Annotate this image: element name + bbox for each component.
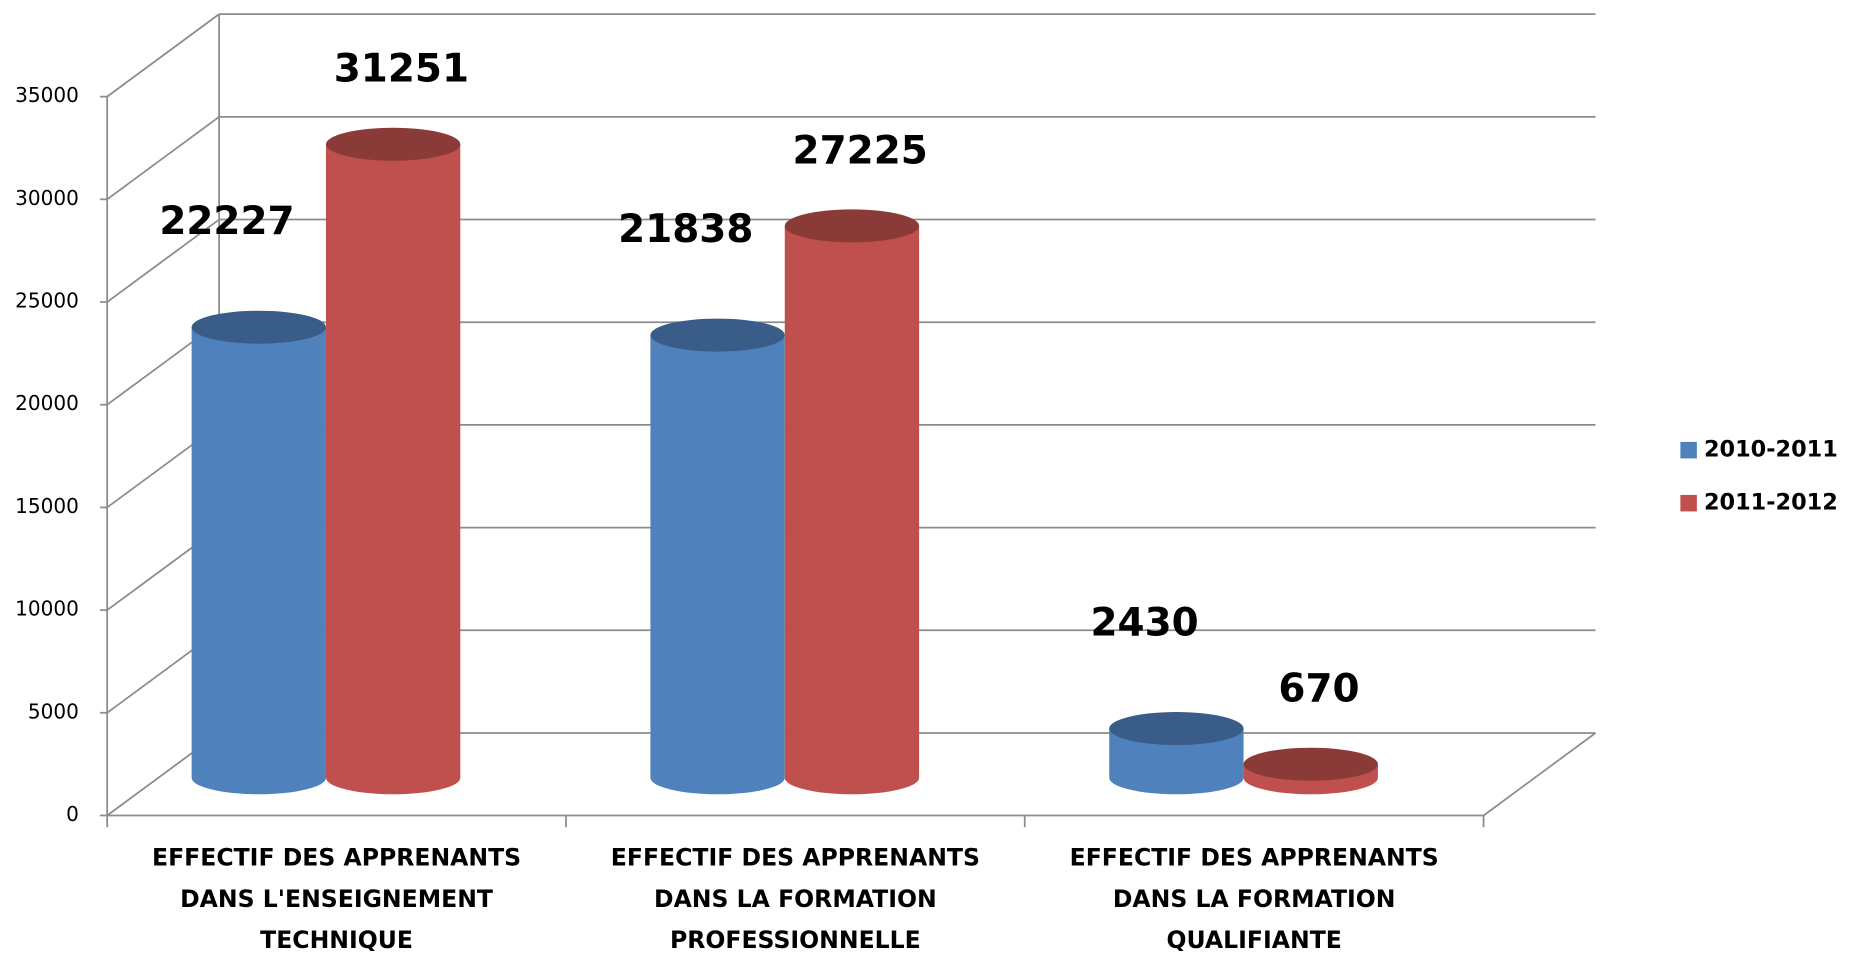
bar bbox=[191, 327, 326, 795]
x-tick-label: PROFESSIONNELLE bbox=[670, 926, 921, 951]
y-tick-label: 15000 bbox=[15, 494, 79, 518]
x-tick-label: EFFECTIF DES APPRENANTS bbox=[1070, 844, 1439, 872]
bar-top bbox=[1109, 712, 1244, 746]
y-tick-label: 20000 bbox=[15, 391, 79, 415]
x-tick-label: TECHNIQUE bbox=[260, 926, 413, 951]
x-tick-label: DANS LA FORMATION bbox=[1113, 885, 1396, 913]
y-tick-label: 35000 bbox=[15, 83, 79, 107]
grid-line bbox=[106, 13, 220, 98]
bar bbox=[650, 335, 785, 795]
value-label: 21838 bbox=[618, 207, 753, 252]
x-tick-label: DANS L'ENSEIGNEMENT bbox=[180, 885, 493, 913]
bar-top bbox=[191, 310, 326, 344]
legend-swatch bbox=[1680, 441, 1697, 459]
y-tick-label: 10000 bbox=[15, 597, 79, 621]
bar bbox=[325, 144, 461, 795]
grid-line bbox=[106, 116, 220, 201]
bar-top bbox=[325, 127, 461, 161]
floor-right bbox=[1483, 732, 1597, 817]
x-tick-label: DANS LA FORMATION bbox=[654, 885, 937, 913]
bar bbox=[1109, 728, 1244, 795]
y-tick-label: 5000 bbox=[28, 699, 79, 723]
legend-swatch bbox=[1680, 494, 1697, 512]
y-tick-label: 0 bbox=[66, 802, 79, 826]
value-label: 31251 bbox=[334, 47, 469, 92]
value-label: 27225 bbox=[793, 128, 928, 173]
bar-top bbox=[784, 209, 920, 243]
value-label: 22227 bbox=[159, 199, 294, 244]
bar bbox=[784, 225, 920, 795]
x-tick-label: EFFECTIF DES APPRENANTS bbox=[152, 844, 521, 872]
x-tick-label: EFFECTIF DES APPRENANTS bbox=[611, 844, 980, 872]
x-tick-label: QUALIFIANTE bbox=[1167, 926, 1342, 951]
value-label: 670 bbox=[1278, 667, 1359, 712]
y-tick-label: 25000 bbox=[15, 289, 79, 313]
grid-line bbox=[106, 218, 220, 303]
bar-top bbox=[650, 318, 785, 352]
y-tick-label: 30000 bbox=[15, 186, 79, 210]
legend-label: 2011-2012 bbox=[1704, 490, 1838, 516]
value-label: 2430 bbox=[1090, 600, 1198, 645]
bar-top bbox=[1243, 747, 1378, 781]
legend-label: 2010-2011 bbox=[1704, 437, 1838, 463]
